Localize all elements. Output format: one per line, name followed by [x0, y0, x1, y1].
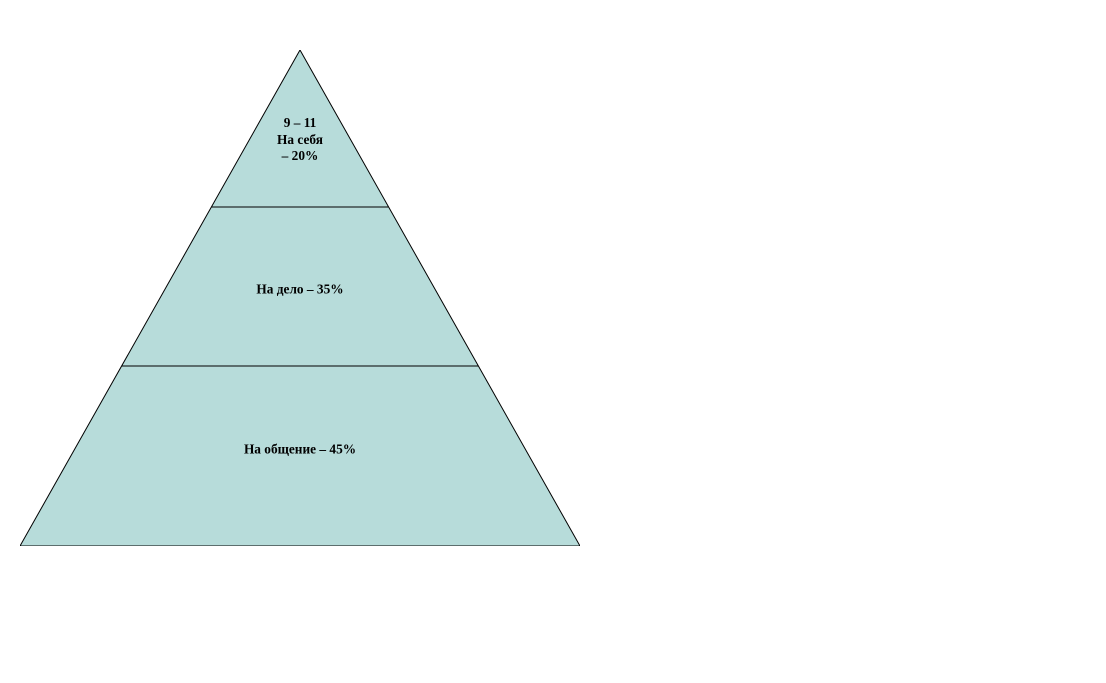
pyramid-diagram: 9 – 11 На себя – 20% На дело – 35% На об… — [20, 50, 580, 546]
pyramid-segment-top-label: 9 – 11 На себя – 20% — [277, 115, 323, 165]
pyramid-segment-middle-label: На дело – 35% — [256, 282, 343, 299]
pyramid-segment-bottom-label: На общение – 45% — [244, 442, 356, 459]
